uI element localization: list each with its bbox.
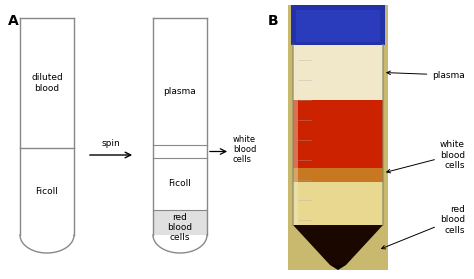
Bar — [288, 5, 388, 270]
Bar — [153, 210, 207, 235]
Text: spin: spin — [101, 139, 120, 148]
Text: Ficoll: Ficoll — [169, 179, 191, 189]
Bar — [293, 100, 383, 168]
Text: red
blood
cells: red blood cells — [382, 205, 465, 249]
Text: A: A — [8, 14, 19, 28]
Bar — [293, 45, 298, 225]
Bar — [153, 18, 207, 145]
Bar — [293, 182, 383, 225]
Polygon shape — [293, 225, 383, 265]
Bar — [153, 145, 207, 158]
Polygon shape — [330, 265, 346, 270]
Text: B: B — [268, 14, 279, 28]
Text: white
blood
cells: white blood cells — [387, 140, 465, 173]
Text: Ficoll: Ficoll — [36, 187, 58, 196]
Bar — [291, 5, 385, 45]
Text: plasma: plasma — [387, 71, 465, 80]
Text: white
blood
cells: white blood cells — [233, 134, 256, 164]
Text: red
blood
cells: red blood cells — [167, 213, 192, 242]
Bar — [296, 10, 380, 42]
Text: diluted
blood: diluted blood — [31, 73, 63, 93]
Text: plasma: plasma — [164, 87, 196, 96]
Bar — [293, 168, 383, 182]
Bar — [153, 158, 207, 210]
Bar — [293, 45, 383, 100]
